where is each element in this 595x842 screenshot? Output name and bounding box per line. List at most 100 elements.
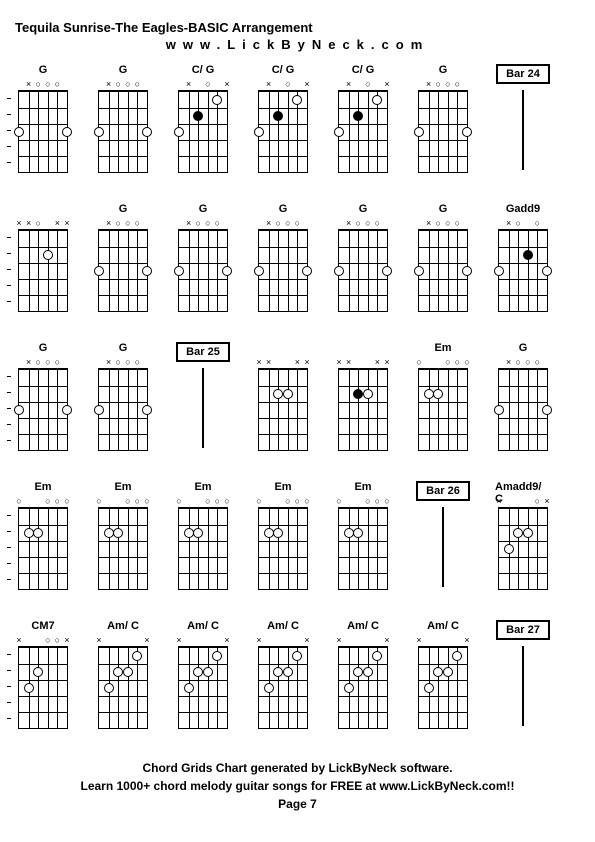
fretboard	[258, 90, 308, 173]
fretboard	[18, 368, 68, 451]
finger-dot	[443, 667, 453, 677]
chord-cell: G ×○○○	[255, 203, 311, 312]
chord-cell: G×○○○	[415, 203, 471, 312]
bar-divider	[202, 368, 204, 448]
nut-marks: ×○○○	[95, 80, 151, 90]
bar-label: Bar 25	[176, 342, 230, 362]
nut-marks: ××	[175, 636, 231, 646]
chord-cell: G×○○○	[95, 203, 151, 312]
page-title: Tequila Sunrise-The Eagles-BASIC Arrange…	[15, 20, 580, 35]
chord-cell: Am/ C××	[255, 620, 311, 729]
finger-dot	[273, 389, 283, 399]
chord-name: Am/ C	[107, 620, 139, 634]
chord-name: Em	[194, 481, 211, 495]
finger-dot	[104, 683, 114, 693]
chord-cell: G×○○○	[335, 203, 391, 312]
finger-dot	[353, 667, 363, 677]
chord-name: G	[119, 342, 128, 356]
nut-marks: ×○○○	[415, 80, 471, 90]
bar-divider	[522, 646, 524, 726]
finger-dot	[43, 250, 53, 260]
fretboard	[418, 646, 468, 729]
fret-ticks	[7, 368, 11, 448]
finger-dot	[24, 528, 34, 538]
nut-marks: ×○○○	[95, 358, 151, 368]
bar-label: Bar 27	[496, 620, 550, 640]
chord-row: G×○○○G×○○○Bar 25××××××××Em○○○○G×○○○	[15, 342, 580, 451]
chord-name: G	[279, 203, 288, 217]
nut-marks: ○○○○	[255, 497, 311, 507]
finger-dot	[222, 266, 232, 276]
bar-marker: Bar 27	[495, 620, 551, 729]
finger-dot	[542, 405, 552, 415]
nut-marks: ×○×	[495, 497, 551, 507]
finger-dot	[353, 528, 363, 538]
fretboard	[338, 368, 388, 451]
finger-dot	[273, 667, 283, 677]
finger-dot	[424, 683, 434, 693]
fretboard	[498, 229, 548, 312]
chord-name: C/ G	[192, 64, 215, 78]
chord-cell: G×○○○	[415, 64, 471, 173]
finger-dot	[523, 528, 533, 538]
finger-dot	[414, 266, 424, 276]
fretboard	[258, 507, 308, 590]
fretboard	[338, 507, 388, 590]
chord-cell: Amadd9/ C ×○×	[495, 481, 551, 590]
finger-dot	[212, 95, 222, 105]
fretboard	[98, 229, 148, 312]
nut-marks: ×○○○	[255, 219, 311, 229]
chord-cell: Em○○○○	[415, 342, 471, 451]
finger-dot	[283, 389, 293, 399]
finger-dot	[264, 683, 274, 693]
fretboard	[338, 646, 388, 729]
nut-marks: ×○○×	[15, 636, 71, 646]
bar-label: Bar 24	[496, 64, 550, 84]
finger-dot	[273, 111, 283, 121]
chord-cell: CM7×○○×	[15, 620, 71, 729]
bar-marker: Bar 24	[495, 64, 551, 173]
chord-cell: Em○○○○	[175, 481, 231, 590]
finger-dot	[462, 127, 472, 137]
chord-name: Am/ C	[427, 620, 459, 634]
finger-dot	[123, 667, 133, 677]
chord-name: G	[199, 203, 208, 217]
chord-grid: G×○○○G×○○○C/ G×○×C/ G×○×C/ G×○×G×○○○Bar …	[15, 64, 580, 729]
fretboard	[418, 368, 468, 451]
chord-name: G	[39, 342, 48, 356]
chord-cell: G ×○○○	[95, 342, 151, 451]
fretboard	[338, 90, 388, 173]
chord-name: Em	[34, 481, 51, 495]
finger-dot	[452, 651, 462, 661]
fretboard	[178, 507, 228, 590]
chord-name: Em	[274, 481, 291, 495]
fretboard	[18, 229, 68, 312]
chord-name: G	[519, 342, 528, 356]
nut-marks: ××	[255, 636, 311, 646]
finger-dot	[542, 266, 552, 276]
finger-dot	[142, 127, 152, 137]
chord-name: Amadd9/ C	[495, 481, 551, 495]
finger-dot	[273, 528, 283, 538]
chord-cell: Am/ C××	[335, 620, 391, 729]
finger-dot	[184, 528, 194, 538]
finger-dot	[513, 528, 523, 538]
fretboard	[98, 90, 148, 173]
fret-ticks	[7, 229, 11, 309]
nut-marks: ×○○○	[335, 219, 391, 229]
fretboard	[178, 90, 228, 173]
chord-cell: Am/ C××	[415, 620, 471, 729]
finger-dot	[414, 127, 424, 137]
fretboard	[98, 507, 148, 590]
nut-marks: ××○××	[15, 219, 71, 229]
bar-divider	[442, 507, 444, 587]
finger-dot	[363, 667, 373, 677]
fretboard	[418, 90, 468, 173]
finger-dot	[264, 528, 274, 538]
nut-marks: ×○×	[335, 80, 391, 90]
chord-cell: C/ G×○×	[255, 64, 311, 173]
chord-cell: G×○○○	[15, 64, 71, 173]
finger-dot	[104, 528, 114, 538]
fretboard	[418, 229, 468, 312]
finger-dot	[302, 266, 312, 276]
